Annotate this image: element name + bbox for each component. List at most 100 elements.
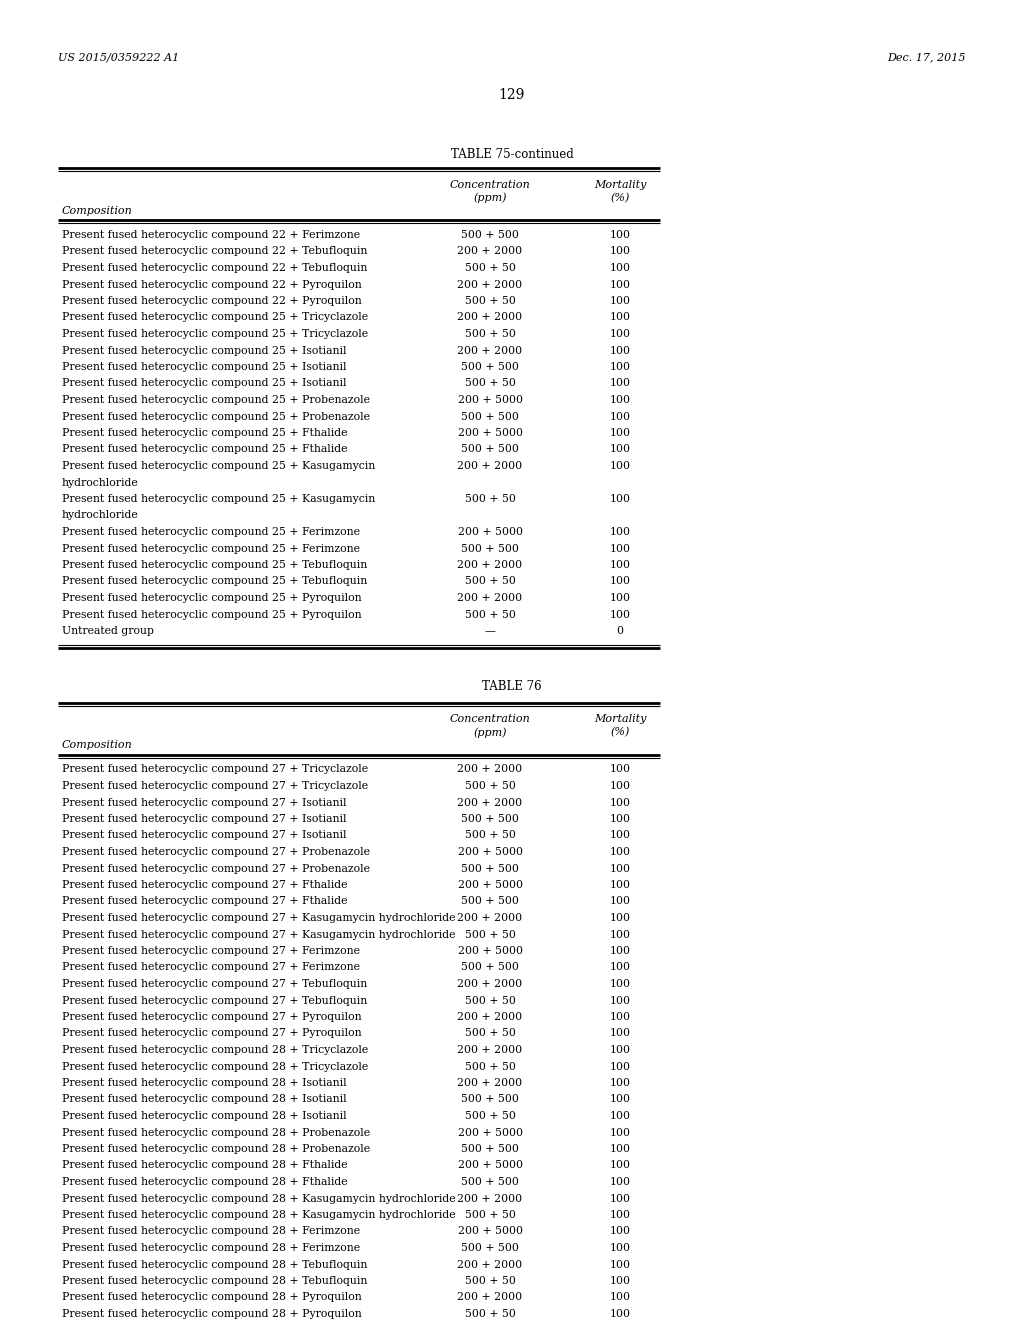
Text: Present fused heterocyclic compound 25 + Pyroquilon: Present fused heterocyclic compound 25 +… xyxy=(62,593,361,603)
Text: 200 + 5000: 200 + 5000 xyxy=(458,428,522,438)
Text: Present fused heterocyclic compound 22 + Pyroquilon: Present fused heterocyclic compound 22 +… xyxy=(62,296,361,306)
Text: 100: 100 xyxy=(609,1309,631,1319)
Text: Present fused heterocyclic compound 27 + Probenazole: Present fused heterocyclic compound 27 +… xyxy=(62,847,370,857)
Text: 100: 100 xyxy=(609,263,631,273)
Text: Present fused heterocyclic compound 25 + Pyroquilon: Present fused heterocyclic compound 25 +… xyxy=(62,610,361,619)
Text: 200 + 2000: 200 + 2000 xyxy=(458,913,522,923)
Text: Present fused heterocyclic compound 28 + Kasugamycin hydrochloride: Present fused heterocyclic compound 28 +… xyxy=(62,1210,456,1220)
Text: Present fused heterocyclic compound 25 + Fthalide: Present fused heterocyclic compound 25 +… xyxy=(62,445,347,454)
Text: Present fused heterocyclic compound 22 + Pyroquilon: Present fused heterocyclic compound 22 +… xyxy=(62,280,361,289)
Text: 200 + 5000: 200 + 5000 xyxy=(458,527,522,537)
Text: 200 + 2000: 200 + 2000 xyxy=(458,1259,522,1270)
Text: Present fused heterocyclic compound 27 + Isotianil: Present fused heterocyclic compound 27 +… xyxy=(62,814,346,824)
Text: 100: 100 xyxy=(609,610,631,619)
Text: 200 + 2000: 200 + 2000 xyxy=(458,593,522,603)
Text: 200 + 2000: 200 + 2000 xyxy=(458,979,522,989)
Text: 500 + 500: 500 + 500 xyxy=(461,544,519,553)
Text: Present fused heterocyclic compound 28 + Fthalide: Present fused heterocyclic compound 28 +… xyxy=(62,1160,347,1171)
Text: 500 + 500: 500 + 500 xyxy=(461,412,519,421)
Text: 500 + 500: 500 + 500 xyxy=(461,230,519,240)
Text: 100: 100 xyxy=(609,230,631,240)
Text: Present fused heterocyclic compound 25 + Tricyclazole: Present fused heterocyclic compound 25 +… xyxy=(62,313,368,322)
Text: 500 + 50: 500 + 50 xyxy=(465,296,515,306)
Text: 100: 100 xyxy=(609,445,631,454)
Text: 500 + 500: 500 + 500 xyxy=(461,1243,519,1253)
Text: 100: 100 xyxy=(609,1028,631,1039)
Text: 500 + 50: 500 + 50 xyxy=(465,830,515,841)
Text: 200 + 5000: 200 + 5000 xyxy=(458,847,522,857)
Text: Composition: Composition xyxy=(62,206,133,216)
Text: 100: 100 xyxy=(609,412,631,421)
Text: Present fused heterocyclic compound 28 + Isotianil: Present fused heterocyclic compound 28 +… xyxy=(62,1094,347,1105)
Text: 100: 100 xyxy=(609,494,631,504)
Text: 129: 129 xyxy=(499,88,525,102)
Text: 100: 100 xyxy=(609,1226,631,1237)
Text: 200 + 2000: 200 + 2000 xyxy=(458,280,522,289)
Text: 200 + 5000: 200 + 5000 xyxy=(458,1226,522,1237)
Text: 500 + 500: 500 + 500 xyxy=(461,445,519,454)
Text: 200 + 2000: 200 + 2000 xyxy=(458,560,522,570)
Text: 100: 100 xyxy=(609,1144,631,1154)
Text: 500 + 50: 500 + 50 xyxy=(465,379,515,388)
Text: Present fused heterocyclic compound 27 + Tricyclazole: Present fused heterocyclic compound 27 +… xyxy=(62,781,368,791)
Text: Present fused heterocyclic compound 25 + Tricyclazole: Present fused heterocyclic compound 25 +… xyxy=(62,329,368,339)
Text: 100: 100 xyxy=(609,1243,631,1253)
Text: Present fused heterocyclic compound 27 + Pyroquilon: Present fused heterocyclic compound 27 +… xyxy=(62,1012,361,1022)
Text: 200 + 2000: 200 + 2000 xyxy=(458,247,522,256)
Text: Concentration
(ppm): Concentration (ppm) xyxy=(450,714,530,738)
Text: 100: 100 xyxy=(609,1078,631,1088)
Text: Present fused heterocyclic compound 27 + Tebufloquin: Present fused heterocyclic compound 27 +… xyxy=(62,995,368,1006)
Text: 100: 100 xyxy=(609,560,631,570)
Text: Present fused heterocyclic compound 27 + Kasugamycin hydrochloride: Present fused heterocyclic compound 27 +… xyxy=(62,929,456,940)
Text: 100: 100 xyxy=(609,962,631,973)
Text: 100: 100 xyxy=(609,979,631,989)
Text: 200 + 2000: 200 + 2000 xyxy=(458,346,522,355)
Text: 200 + 5000: 200 + 5000 xyxy=(458,880,522,890)
Text: 100: 100 xyxy=(609,461,631,471)
Text: 200 + 2000: 200 + 2000 xyxy=(458,764,522,775)
Text: 100: 100 xyxy=(609,280,631,289)
Text: 100: 100 xyxy=(609,428,631,438)
Text: 100: 100 xyxy=(609,527,631,537)
Text: 200 + 2000: 200 + 2000 xyxy=(458,1012,522,1022)
Text: 100: 100 xyxy=(609,863,631,874)
Text: Present fused heterocyclic compound 27 + Kasugamycin hydrochloride: Present fused heterocyclic compound 27 +… xyxy=(62,913,456,923)
Text: Present fused heterocyclic compound 28 + Tricyclazole: Present fused heterocyclic compound 28 +… xyxy=(62,1061,369,1072)
Text: 100: 100 xyxy=(609,797,631,808)
Text: 0: 0 xyxy=(616,626,624,636)
Text: 500 + 50: 500 + 50 xyxy=(465,929,515,940)
Text: TABLE 75-continued: TABLE 75-continued xyxy=(451,148,573,161)
Text: Present fused heterocyclic compound 22 + Ferimzone: Present fused heterocyclic compound 22 +… xyxy=(62,230,360,240)
Text: Present fused heterocyclic compound 25 + Fthalide: Present fused heterocyclic compound 25 +… xyxy=(62,428,347,438)
Text: 500 + 50: 500 + 50 xyxy=(465,610,515,619)
Text: 500 + 500: 500 + 500 xyxy=(461,1094,519,1105)
Text: 500 + 500: 500 + 500 xyxy=(461,1177,519,1187)
Text: 500 + 50: 500 + 50 xyxy=(465,577,515,586)
Text: Present fused heterocyclic compound 28 + Pyroquilon: Present fused heterocyclic compound 28 +… xyxy=(62,1292,361,1303)
Text: Present fused heterocyclic compound 28 + Isotianil: Present fused heterocyclic compound 28 +… xyxy=(62,1078,347,1088)
Text: 100: 100 xyxy=(609,847,631,857)
Text: 100: 100 xyxy=(609,577,631,586)
Text: Present fused heterocyclic compound 27 + Fthalide: Present fused heterocyclic compound 27 +… xyxy=(62,896,347,907)
Text: Present fused heterocyclic compound 28 + Ferimzone: Present fused heterocyclic compound 28 +… xyxy=(62,1243,360,1253)
Text: TABLE 76: TABLE 76 xyxy=(482,681,542,693)
Text: Present fused heterocyclic compound 25 + Tebufloquin: Present fused heterocyclic compound 25 +… xyxy=(62,577,368,586)
Text: Dec. 17, 2015: Dec. 17, 2015 xyxy=(888,51,966,62)
Text: Present fused heterocyclic compound 28 + Tebufloquin: Present fused heterocyclic compound 28 +… xyxy=(62,1259,368,1270)
Text: 100: 100 xyxy=(609,1111,631,1121)
Text: 100: 100 xyxy=(609,929,631,940)
Text: 500 + 500: 500 + 500 xyxy=(461,362,519,372)
Text: 500 + 50: 500 + 50 xyxy=(465,329,515,339)
Text: 100: 100 xyxy=(609,880,631,890)
Text: 100: 100 xyxy=(609,913,631,923)
Text: 100: 100 xyxy=(609,544,631,553)
Text: 200 + 5000: 200 + 5000 xyxy=(458,1160,522,1171)
Text: 200 + 5000: 200 + 5000 xyxy=(458,1127,522,1138)
Text: Present fused heterocyclic compound 28 + Tricyclazole: Present fused heterocyclic compound 28 +… xyxy=(62,1045,369,1055)
Text: Present fused heterocyclic compound 22 + Tebufloquin: Present fused heterocyclic compound 22 +… xyxy=(62,247,368,256)
Text: Present fused heterocyclic compound 27 + Tricyclazole: Present fused heterocyclic compound 27 +… xyxy=(62,764,368,775)
Text: 100: 100 xyxy=(609,362,631,372)
Text: 200 + 2000: 200 + 2000 xyxy=(458,1078,522,1088)
Text: 100: 100 xyxy=(609,830,631,841)
Text: Present fused heterocyclic compound 28 + Probenazole: Present fused heterocyclic compound 28 +… xyxy=(62,1144,370,1154)
